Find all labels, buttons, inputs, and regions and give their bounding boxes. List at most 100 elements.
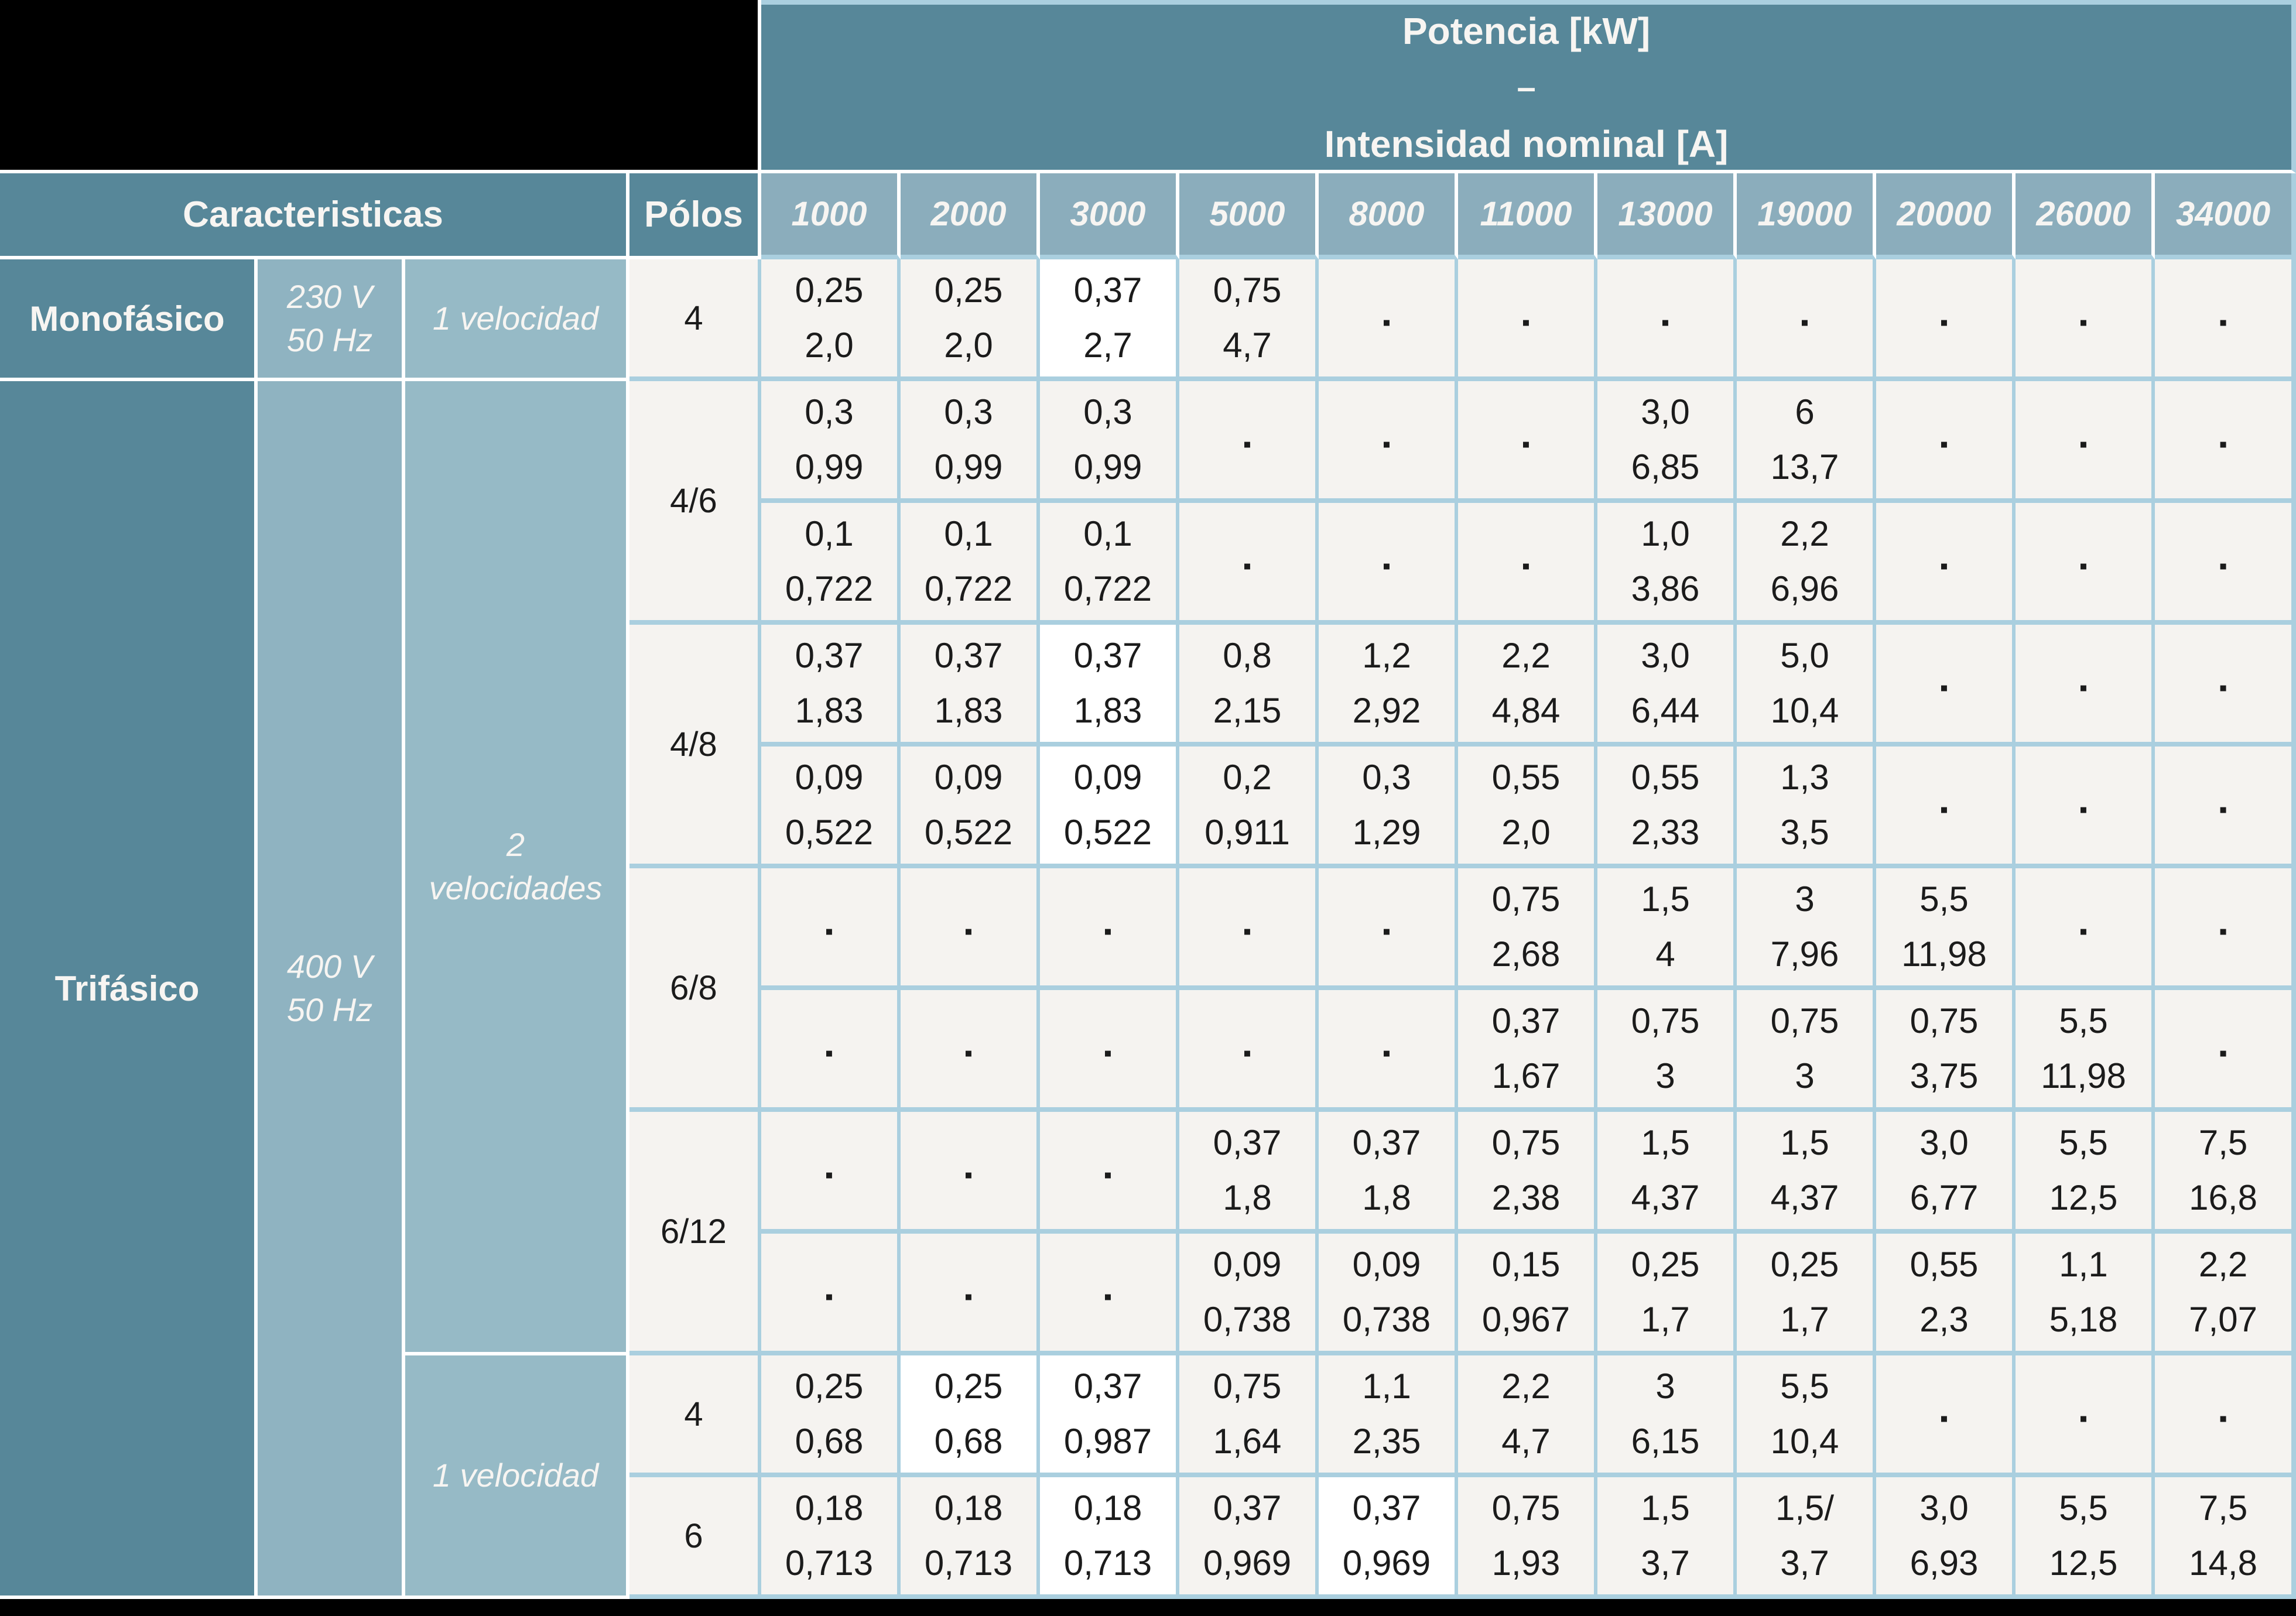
data-cell: 0,25 1,7: [1597, 1234, 1737, 1355]
no-value-dash: ▪: [824, 1040, 834, 1066]
power-kw-value: 0,1: [944, 514, 993, 553]
data-cell: 0,18 0,713: [761, 1477, 901, 1599]
power-kw-value: 0,37: [1352, 1123, 1421, 1162]
data-cell: 0,15 0,967: [1458, 1234, 1597, 1355]
data-cell: 5,5 11,98: [2016, 990, 2155, 1112]
data-cell: ▪: [1458, 259, 1597, 381]
no-value-dash: ▪: [2219, 1405, 2227, 1432]
no-value-dash: ▪: [1103, 918, 1113, 944]
data-cell: 0,8 2,15: [1179, 625, 1319, 747]
data-cell: 0,37 1,67: [1458, 990, 1597, 1112]
data-cell: 0,75 1,93: [1458, 1477, 1597, 1599]
no-value-dash: ▪: [964, 1162, 973, 1188]
no-value-dash: ▪: [964, 1040, 973, 1066]
one-speed-group: 1 velocidad: [405, 1355, 629, 1599]
power-kw-value: 2,2: [1501, 1367, 1551, 1406]
data-cell: 0,37 1,83: [1040, 625, 1179, 747]
current-a-value: 4,37: [1770, 1178, 1839, 1217]
potencia-header-text: Potencia [kW] – Intensidad nominal [A]: [761, 9, 2291, 166]
header-row-top: Potencia [kW] – Intensidad nominal [A]: [0, 0, 2296, 173]
no-value-dash: ▪: [1800, 309, 1809, 335]
current-a-value: 2,7: [1083, 326, 1132, 365]
data-cell: ▪: [1876, 1355, 2016, 1477]
power-kw-value: 0,37: [1073, 636, 1142, 675]
power-kw-value: 1,1: [1362, 1367, 1411, 1406]
power-kw-value: 2,2: [1501, 636, 1551, 675]
data-cell: ▪: [1040, 990, 1179, 1112]
no-value-dash: ▪: [1661, 309, 1670, 335]
two-speeds-group: 2 velocidades: [405, 381, 629, 1355]
table-row: 6/8 ▪ ▪ ▪ ▪ ▪ 0,75 2,68 1,5 4 3 7,96 5,5 11,98 ▪ ▪: [0, 868, 2296, 1112]
data-cell: ▪: [1876, 747, 2016, 868]
table-row: 0,1 0,722 0,1 0,722 0,1 0,722 ▪ ▪ ▪ 1,0 3,86 2,2 6,9…: [0, 503, 2296, 625]
data-cell: 0,2 0,911: [1179, 747, 1319, 868]
current-a-value: 0,969: [1203, 1543, 1292, 1583]
power-kw-value: 1,5: [1780, 1123, 1829, 1162]
data-cell: ▪: [761, 868, 901, 990]
data-cell: ▪: [761, 990, 901, 1112]
power-kw-value: 0,37: [1352, 1488, 1421, 1528]
current-a-value: 3,5: [1780, 813, 1829, 852]
current-a-value: 10,4: [1770, 691, 1839, 730]
power-kw-value: 0,09: [1073, 758, 1142, 797]
power-kw-value: 5,5: [1919, 879, 1969, 919]
table-row: 0,09 0,522 0,09 0,522 0,09 0,522 0,2 0,911 0,3 1,…: [0, 747, 2296, 868]
data-cell: ▪: [2155, 625, 2296, 747]
data-cell: 0,18 0,713: [901, 1477, 1040, 1599]
data-cell: 5,5 12,5: [2016, 1477, 2155, 1599]
column-header-11000: 11000: [1458, 173, 1597, 259]
table-row: 6 0,18 0,713 0,18 0,713 0,18 0,713 0,37 0,969 0,…: [0, 1477, 2296, 1599]
power-kw-value: 1,5: [1641, 1123, 1690, 1162]
data-cell: 2,2 4,84: [1458, 625, 1597, 747]
table-row: ▪ ▪ ▪ ▪ ▪ 0,37 1,67 0,75 3 0,75 3 0,75 3,75 5,5 11,98 ▪: [0, 990, 2296, 1112]
data-cell: 0,37 1,83: [761, 625, 901, 747]
current-a-value: 6,77: [1910, 1178, 1979, 1217]
potencia-title: Potencia [kW]: [1402, 9, 1651, 52]
power-kw-value: 0,37: [1213, 1123, 1282, 1162]
voltage-line: 400 V: [286, 948, 373, 985]
header-separator-dash: –: [1517, 68, 1536, 107]
power-kw-value: 0,1: [1083, 514, 1132, 553]
power-kw-value: 0,25: [1770, 1245, 1839, 1284]
current-a-value: 3: [1655, 1056, 1675, 1095]
data-cell: ▪: [761, 1112, 901, 1234]
polos-value: 4: [629, 1355, 761, 1477]
current-a-value: 1,64: [1213, 1422, 1282, 1461]
current-a-value: 0,969: [1342, 1543, 1431, 1583]
power-kw-value: 5,5: [2059, 1001, 2108, 1040]
power-kw-value: 0,18: [934, 1488, 1003, 1528]
power-kw-value: 0,55: [1491, 758, 1561, 797]
no-value-dash: ▪: [1103, 1283, 1113, 1310]
no-value-dash: ▪: [1939, 553, 1949, 579]
data-cell: 1,5/3,7: [1737, 1477, 1876, 1599]
data-cell: 0,3 0,99: [761, 381, 901, 503]
data-cell: ▪: [2016, 381, 2155, 503]
data-cell: 1,2 2,92: [1319, 625, 1458, 747]
data-cell: 0,25 0,68: [901, 1355, 1040, 1477]
current-a-value: 2,35: [1352, 1422, 1421, 1461]
header-row-columns: Caracteristicas Pólos 1000 2000 3000 5000 80…: [0, 173, 2296, 259]
current-a-value: 2,0: [944, 326, 993, 365]
current-a-value: 2,0: [805, 326, 854, 365]
data-cell: ▪: [2155, 381, 2296, 503]
data-cell: 0,55 2,3: [1876, 1234, 2016, 1355]
polos-header: Pólos: [629, 173, 761, 259]
power-kw-value: 1,5/: [1775, 1488, 1835, 1528]
data-cell: 0,09 0,738: [1319, 1234, 1458, 1355]
power-kw-value: 3,0: [1641, 636, 1690, 675]
no-value-dash: ▪: [1382, 431, 1391, 457]
no-value-dash: ▪: [2219, 796, 2227, 823]
current-a-value: 0,522: [924, 813, 1013, 852]
current-a-value: 6,15: [1631, 1422, 1700, 1461]
data-cell: 0,09 0,522: [901, 747, 1040, 868]
data-cell: 3,0 6,85: [1597, 381, 1737, 503]
data-cell: ▪: [2016, 259, 2155, 381]
current-a-value: 4,84: [1491, 691, 1561, 730]
current-a-value: 0,738: [1203, 1300, 1292, 1339]
no-value-dash: ▪: [2219, 553, 2227, 579]
power-kw-value: 0,18: [1073, 1488, 1142, 1528]
data-cell: ▪: [2155, 990, 2296, 1112]
current-a-value: 0,713: [924, 1543, 1013, 1583]
data-cell: 0,1 0,722: [901, 503, 1040, 625]
current-a-value: 0,722: [1063, 569, 1152, 608]
